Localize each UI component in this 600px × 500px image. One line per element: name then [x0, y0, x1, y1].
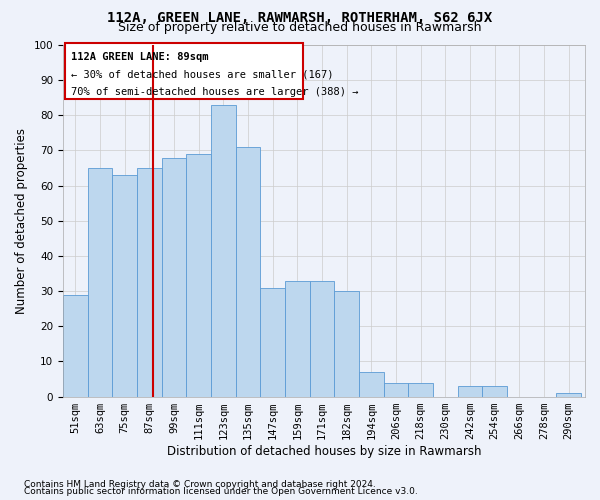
- Bar: [383, 382, 408, 396]
- Y-axis label: Number of detached properties: Number of detached properties: [15, 128, 28, 314]
- Bar: [65, 43, 304, 100]
- Bar: [334, 291, 359, 397]
- Text: 112A GREEN LANE: 89sqm: 112A GREEN LANE: 89sqm: [71, 52, 209, 62]
- Bar: [408, 382, 433, 396]
- Bar: [236, 147, 260, 396]
- Text: ← 30% of detached houses are smaller (167): ← 30% of detached houses are smaller (16…: [71, 70, 334, 80]
- Bar: [285, 280, 310, 396]
- Bar: [260, 288, 285, 397]
- Bar: [211, 105, 236, 397]
- Bar: [556, 393, 581, 396]
- Bar: [88, 168, 112, 396]
- Text: 112A, GREEN LANE, RAWMARSH, ROTHERHAM, S62 6JX: 112A, GREEN LANE, RAWMARSH, ROTHERHAM, S…: [107, 11, 493, 25]
- Bar: [186, 154, 211, 396]
- Text: Contains HM Land Registry data © Crown copyright and database right 2024.: Contains HM Land Registry data © Crown c…: [24, 480, 376, 489]
- Bar: [458, 386, 482, 396]
- Bar: [63, 294, 88, 396]
- Text: Contains public sector information licensed under the Open Government Licence v3: Contains public sector information licen…: [24, 487, 418, 496]
- X-axis label: Distribution of detached houses by size in Rawmarsh: Distribution of detached houses by size …: [167, 444, 481, 458]
- Bar: [359, 372, 383, 396]
- Bar: [137, 168, 161, 396]
- Bar: [161, 158, 186, 396]
- Text: 70% of semi-detached houses are larger (388) →: 70% of semi-detached houses are larger (…: [71, 88, 359, 98]
- Bar: [112, 175, 137, 396]
- Text: Size of property relative to detached houses in Rawmarsh: Size of property relative to detached ho…: [118, 21, 482, 34]
- Bar: [482, 386, 507, 396]
- Bar: [310, 280, 334, 396]
